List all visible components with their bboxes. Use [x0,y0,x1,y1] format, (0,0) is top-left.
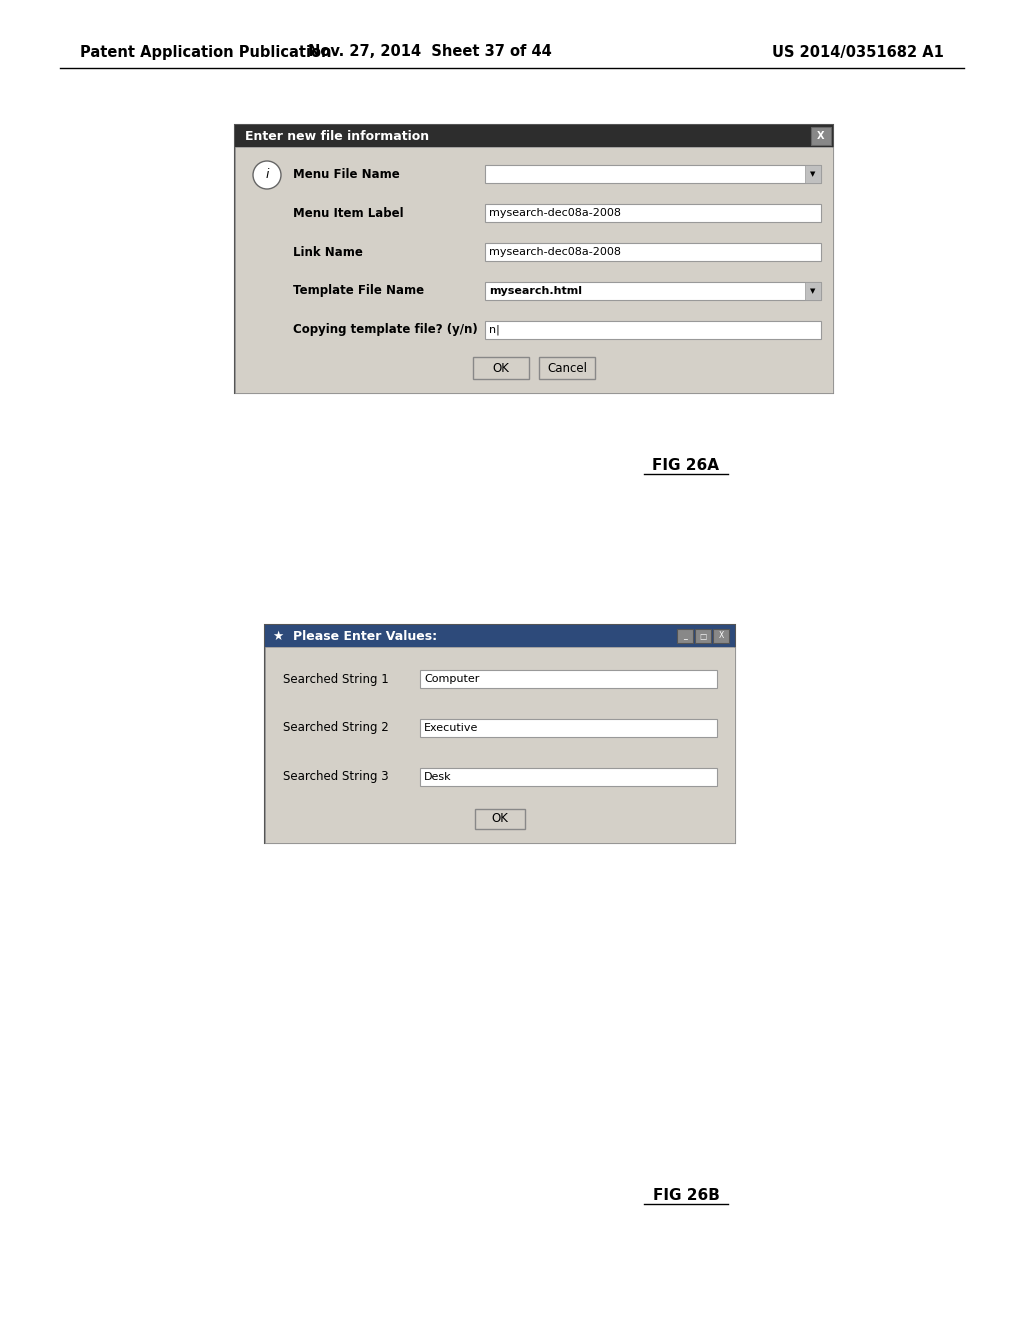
FancyBboxPatch shape [234,125,833,393]
Text: □: □ [699,631,707,640]
Text: mysearch-dec08a-2008: mysearch-dec08a-2008 [489,209,621,218]
FancyBboxPatch shape [475,809,525,829]
Text: Computer: Computer [424,675,479,684]
FancyBboxPatch shape [234,125,833,147]
Text: OK: OK [492,813,509,825]
Text: Menu File Name: Menu File Name [293,168,399,181]
FancyBboxPatch shape [485,281,821,300]
Text: OK: OK [493,362,509,375]
Text: X: X [817,131,824,141]
Circle shape [253,161,281,189]
Text: Enter new file information: Enter new file information [245,129,429,143]
Text: Desk: Desk [424,772,452,781]
Text: Link Name: Link Name [293,246,362,259]
Text: i: i [265,169,268,181]
FancyBboxPatch shape [485,321,821,339]
FancyBboxPatch shape [420,719,717,737]
Text: FIG 26B: FIG 26B [652,1188,720,1203]
Text: Searched String 1: Searched String 1 [283,673,389,686]
FancyBboxPatch shape [420,768,717,785]
Text: Copying template file? (y/n): Copying template file? (y/n) [293,323,478,337]
Text: X: X [719,631,724,640]
Text: Searched String 3: Searched String 3 [283,770,389,783]
Text: ★  Please Enter Values:: ★ Please Enter Values: [273,630,437,643]
FancyBboxPatch shape [695,630,711,643]
FancyBboxPatch shape [811,127,831,145]
Text: mysearch-dec08a-2008: mysearch-dec08a-2008 [489,247,621,257]
Text: n|: n| [489,325,500,335]
FancyBboxPatch shape [265,647,735,843]
FancyBboxPatch shape [265,624,735,843]
Text: Cancel: Cancel [547,362,587,375]
FancyBboxPatch shape [677,630,693,643]
Text: Menu Item Label: Menu Item Label [293,207,403,219]
Text: _: _ [683,631,687,640]
Text: mysearch.html: mysearch.html [489,286,582,296]
Text: Searched String 2: Searched String 2 [283,722,389,734]
FancyBboxPatch shape [713,630,729,643]
FancyBboxPatch shape [265,624,735,647]
FancyBboxPatch shape [234,147,833,393]
FancyBboxPatch shape [539,356,595,379]
FancyBboxPatch shape [485,243,821,261]
FancyBboxPatch shape [805,281,821,300]
Text: FIG 26A: FIG 26A [652,458,720,473]
Text: Template File Name: Template File Name [293,284,424,297]
FancyBboxPatch shape [805,165,821,183]
FancyBboxPatch shape [485,205,821,222]
Text: Patent Application Publication: Patent Application Publication [80,45,332,59]
FancyBboxPatch shape [485,165,821,183]
Text: ▼: ▼ [810,172,816,177]
FancyBboxPatch shape [473,356,529,379]
Text: Nov. 27, 2014  Sheet 37 of 44: Nov. 27, 2014 Sheet 37 of 44 [308,45,552,59]
FancyBboxPatch shape [420,671,717,688]
Text: Executive: Executive [424,723,478,733]
Text: ▼: ▼ [810,288,816,294]
Text: US 2014/0351682 A1: US 2014/0351682 A1 [772,45,944,59]
